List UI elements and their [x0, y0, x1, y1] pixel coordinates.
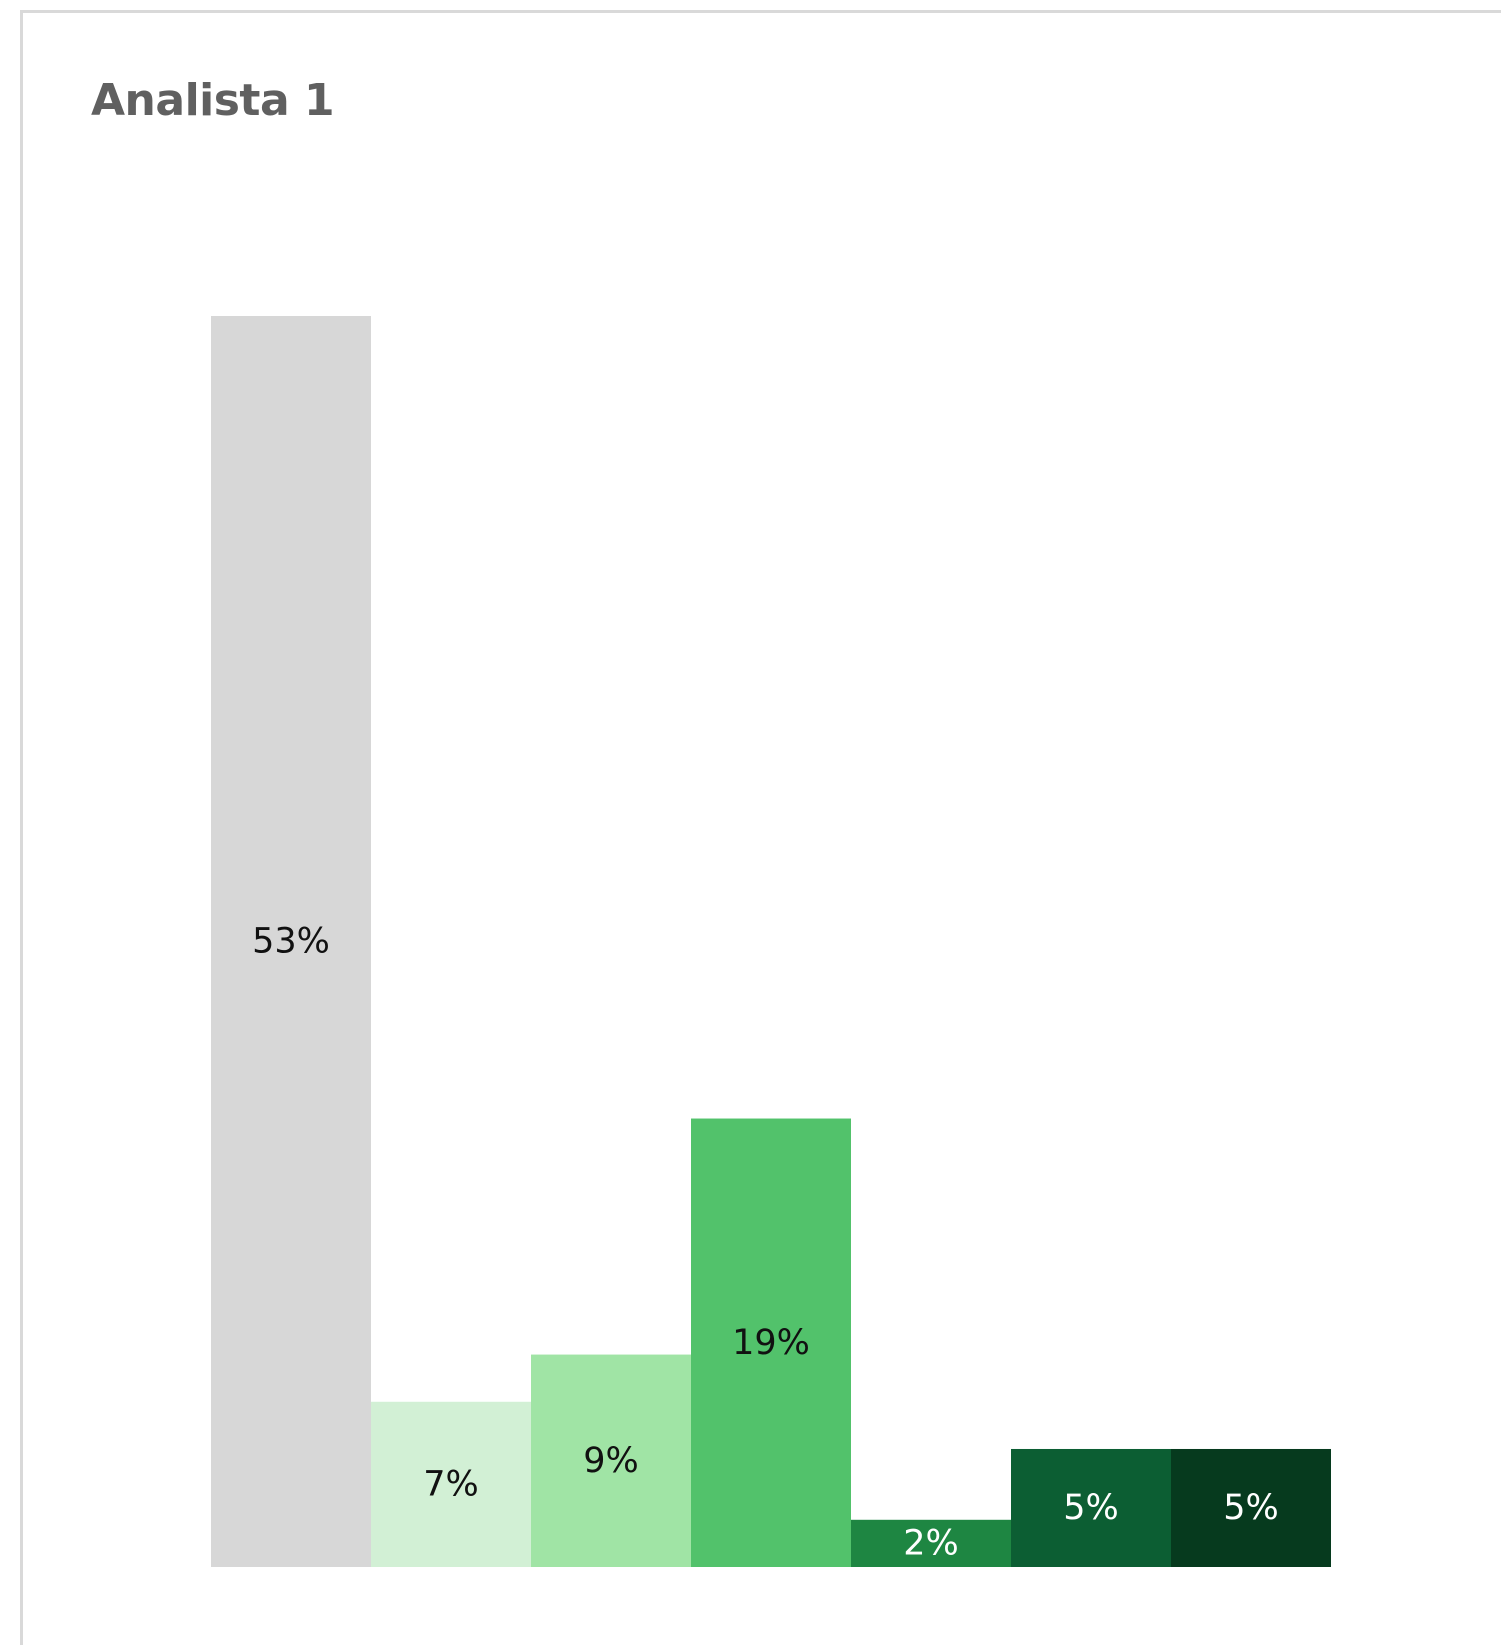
data-labels-layer: 53% 7% 9% 19% 2% 5% 5% [252, 922, 1279, 1564]
bar-label-7: 5% [1223, 1488, 1279, 1528]
bar-label-4: 19% [732, 1323, 810, 1363]
bar-5 [851, 1519, 1011, 1567]
bars-layer [211, 316, 1331, 1567]
bar-3 [531, 1354, 691, 1567]
bar-1 [211, 316, 371, 1567]
bar-label-5: 2% [903, 1523, 959, 1563]
bar-label-1: 53% [252, 922, 330, 962]
chart-title: Analista 1 [91, 75, 335, 126]
bar-label-2: 7% [423, 1464, 479, 1504]
bar-7 [1171, 1448, 1331, 1567]
bar-6 [1011, 1448, 1171, 1567]
bar-label-3: 9% [583, 1441, 639, 1481]
bar-4 [691, 1118, 851, 1567]
bar-label-6: 5% [1063, 1488, 1119, 1528]
bar-2 [371, 1401, 531, 1567]
